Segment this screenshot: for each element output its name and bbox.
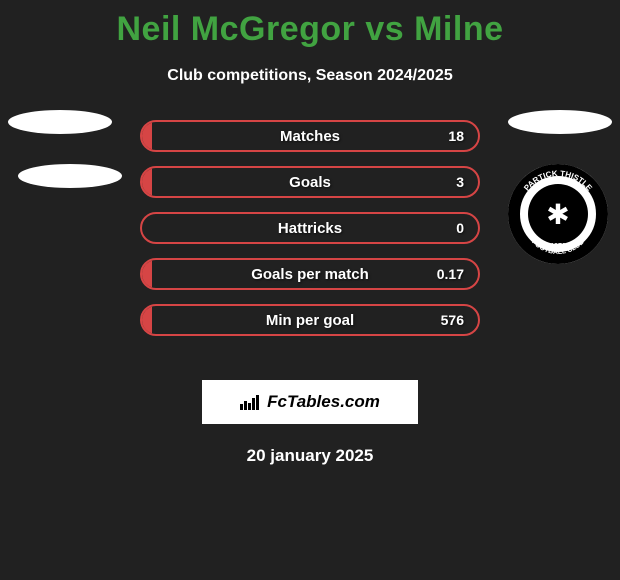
stat-bar-goals-per-match: Goals per match 0.17	[140, 258, 480, 290]
stat-bar-goals: Goals 3	[140, 166, 480, 198]
stat-label: Hattricks	[278, 220, 342, 237]
stat-label: Goals	[289, 174, 331, 191]
bar-fill	[142, 260, 152, 288]
brand-text: FcTables.com	[267, 392, 380, 412]
player1-name: Neil McGregor	[116, 10, 355, 48]
right-player-logos: PARTICK THISTLE FOOTBALL CLUB ✱ 1876	[508, 110, 612, 264]
player2-club-badge: PARTICK THISTLE FOOTBALL CLUB ✱ 1876	[508, 164, 608, 264]
stat-bar-min-per-goal: Min per goal 576	[140, 304, 480, 336]
stat-label: Goals per match	[251, 266, 369, 283]
fctables-logo: FcTables.com	[202, 380, 418, 424]
vs-text: vs	[365, 10, 404, 48]
stat-bar-matches: Matches 18	[140, 120, 480, 152]
player1-club-placeholder	[18, 164, 122, 188]
left-player-logos	[8, 110, 122, 218]
chart-icon	[240, 395, 259, 410]
date-text: 20 january 2025	[0, 446, 620, 466]
stat-bar-hattricks: Hattricks 0	[140, 212, 480, 244]
subtitle: Club competitions, Season 2024/2025	[0, 67, 620, 85]
player1-avatar-placeholder	[8, 110, 112, 134]
stat-value: 0	[456, 220, 464, 236]
comparison-title: Neil McGregor vs Milne	[0, 0, 620, 49]
badge-year: 1876	[550, 243, 566, 250]
stat-value: 3	[456, 174, 464, 190]
bar-fill	[142, 306, 152, 334]
bar-fill	[142, 122, 152, 150]
player2-name: Milne	[414, 10, 503, 48]
stat-value: 0.17	[437, 266, 464, 282]
player2-avatar-placeholder	[508, 110, 612, 134]
svg-text:PARTICK THISTLE: PARTICK THISTLE	[522, 169, 594, 193]
bar-fill	[142, 168, 152, 196]
stat-bars: Matches 18 Goals 3 Hattricks 0 Goals per…	[140, 120, 480, 336]
stat-value: 18	[448, 128, 464, 144]
stat-label: Min per goal	[266, 312, 354, 329]
stat-label: Matches	[280, 128, 340, 145]
stats-content: PARTICK THISTLE FOOTBALL CLUB ✱ 1876 Mat…	[0, 120, 620, 370]
stat-value: 576	[441, 312, 464, 328]
